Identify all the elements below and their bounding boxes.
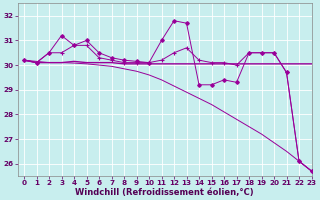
X-axis label: Windchill (Refroidissement éolien,°C): Windchill (Refroidissement éolien,°C) (75, 188, 254, 197)
